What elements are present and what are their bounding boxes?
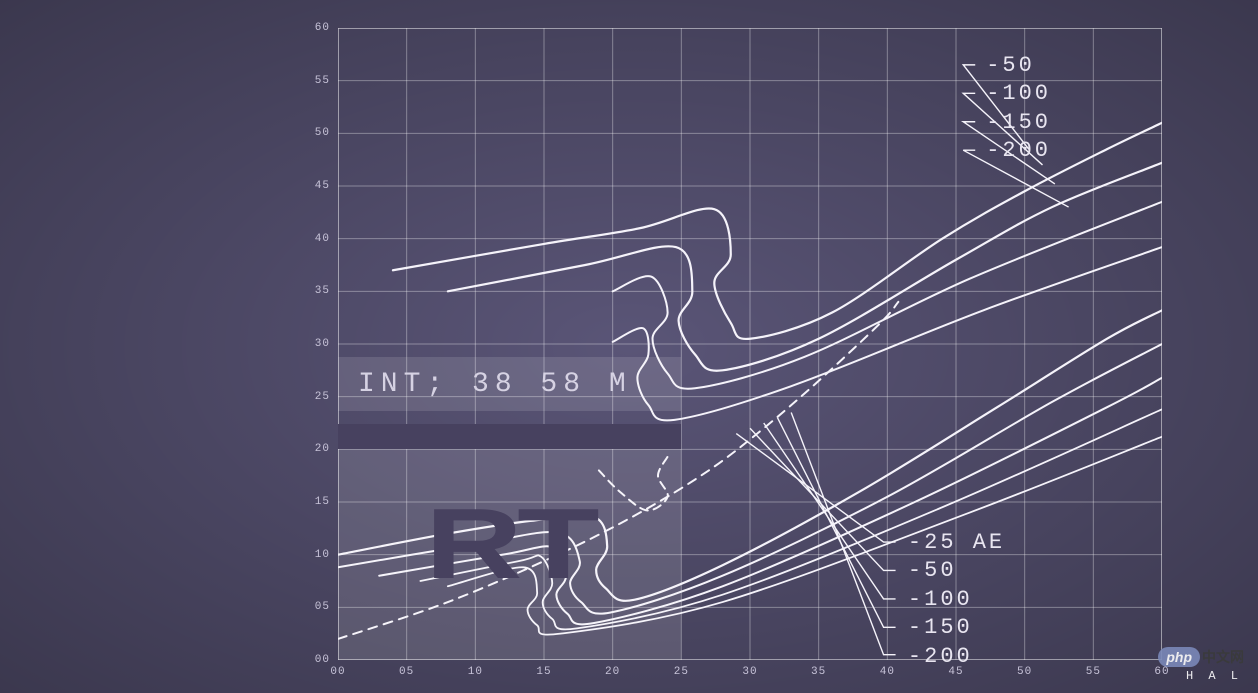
title-panel: RT xyxy=(338,428,681,660)
axis-tick-label: 15 xyxy=(536,666,551,678)
legend-bottom-1: -50 xyxy=(908,558,957,583)
watermark: php 中文网 H A L xyxy=(1158,647,1244,683)
legend-top-0: -50 xyxy=(986,53,1035,78)
axis-tick-label: 55 xyxy=(315,75,330,87)
legend-top-3: -200 xyxy=(986,138,1051,163)
axis-tick-label: 20 xyxy=(605,666,620,678)
subtitle-panel: INT; 38 58 M xyxy=(338,357,681,412)
axis-tick-label: 35 xyxy=(811,666,826,678)
axis-tick-label: 30 xyxy=(742,666,757,678)
axis-tick-label: 25 xyxy=(315,391,330,403)
axis-tick-label: 15 xyxy=(315,496,330,508)
chart-subtitle: INT; 38 58 M xyxy=(358,369,632,400)
legend-top-1: -100 xyxy=(986,81,1051,106)
axis-tick-label: 40 xyxy=(315,233,330,245)
axis-tick-label: 05 xyxy=(315,601,330,613)
chart-title: RT xyxy=(425,487,594,602)
axis-tick-label: 35 xyxy=(315,285,330,297)
axis-tick-label: 10 xyxy=(468,666,483,678)
watermark-pill: php xyxy=(1158,647,1200,667)
axis-tick-label: 60 xyxy=(315,22,330,34)
axis-tick-label: 45 xyxy=(315,180,330,192)
legend-bottom-3: -150 xyxy=(908,615,973,640)
legend-bottom-4: -200 xyxy=(908,644,973,669)
axis-tick-label: 00 xyxy=(330,666,345,678)
axis-tick-label: 00 xyxy=(315,654,330,666)
axis-tick-label: 60 xyxy=(1154,666,1169,678)
watermark-cn: 中文网 xyxy=(1202,647,1244,667)
axis-tick-label: 40 xyxy=(880,666,895,678)
axis-tick-label: 05 xyxy=(399,666,414,678)
axis-tick-label: 30 xyxy=(315,338,330,350)
curve-upper-100 xyxy=(448,163,1162,371)
legend-top-2: -150 xyxy=(986,110,1051,135)
axis-tick-label: 50 xyxy=(1017,666,1032,678)
title-underline xyxy=(338,424,681,449)
watermark-hal: H A L xyxy=(1186,669,1242,683)
axis-tick-label: 25 xyxy=(674,666,689,678)
axis-tick-label: 50 xyxy=(315,127,330,139)
legend-bottom-2: -100 xyxy=(908,587,973,612)
axis-tick-label: 55 xyxy=(1086,666,1101,678)
legend-bottom-0: -25 AE xyxy=(908,530,1005,555)
axis-tick-label: 20 xyxy=(315,443,330,455)
axis-tick-label: 10 xyxy=(315,549,330,561)
